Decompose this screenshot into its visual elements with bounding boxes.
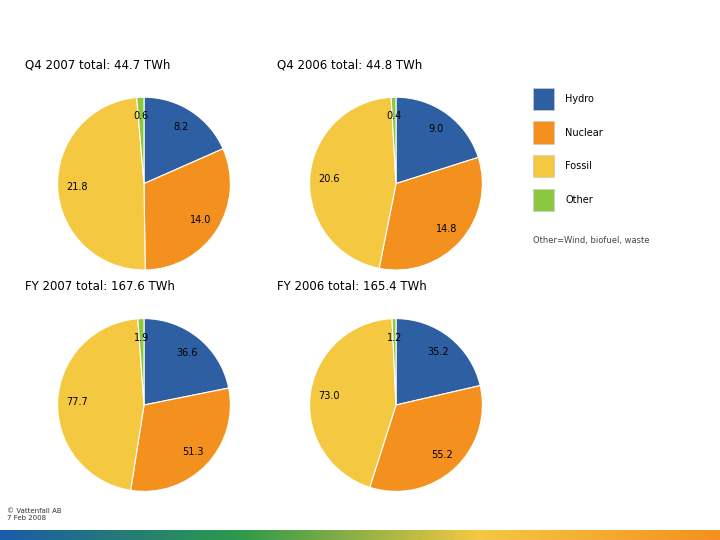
Wedge shape	[138, 319, 144, 405]
Text: 55.2: 55.2	[431, 450, 453, 460]
Text: Q4 2006 total: 44.8 TWh: Q4 2006 total: 44.8 TWh	[277, 59, 423, 72]
Text: Lower nuclear but higher fossil generation: Lower nuclear but higher fossil generati…	[18, 24, 521, 44]
Text: 8.2: 8.2	[173, 122, 189, 132]
Wedge shape	[379, 157, 482, 270]
Text: 9.0: 9.0	[428, 124, 444, 134]
Text: 0.6: 0.6	[133, 111, 149, 122]
Wedge shape	[58, 98, 145, 270]
Text: 20.6: 20.6	[318, 174, 340, 184]
Text: 1.2: 1.2	[387, 333, 402, 342]
Wedge shape	[144, 148, 230, 270]
Wedge shape	[369, 386, 482, 491]
Text: 1.9: 1.9	[134, 333, 149, 343]
Wedge shape	[392, 319, 396, 405]
Wedge shape	[396, 319, 480, 405]
Wedge shape	[137, 97, 144, 184]
Text: FY 2006 total: 165.4 TWh: FY 2006 total: 165.4 TWh	[277, 280, 427, 293]
Text: Other: Other	[565, 195, 593, 205]
Text: Fossil: Fossil	[565, 161, 592, 171]
Wedge shape	[144, 97, 223, 184]
Text: 73.0: 73.0	[318, 391, 340, 401]
Text: 35.2: 35.2	[427, 347, 449, 357]
Text: 14.8: 14.8	[436, 224, 457, 233]
Text: 51.3: 51.3	[182, 447, 203, 457]
Bar	[533, 87, 554, 110]
Text: 6: 6	[688, 24, 702, 44]
Text: © Vattenfall AB
7 Feb 2008: © Vattenfall AB 7 Feb 2008	[7, 508, 62, 521]
Wedge shape	[396, 97, 478, 184]
Wedge shape	[144, 319, 229, 405]
Wedge shape	[130, 388, 230, 491]
Text: 36.6: 36.6	[176, 348, 197, 358]
Text: Q4 2007 total: 44.7 TWh: Q4 2007 total: 44.7 TWh	[25, 59, 171, 72]
Text: Hydro: Hydro	[565, 94, 594, 104]
Text: 14.0: 14.0	[190, 215, 212, 225]
Bar	[533, 122, 554, 144]
Text: FY 2007 total: 167.6 TWh: FY 2007 total: 167.6 TWh	[25, 280, 175, 293]
Text: 77.7: 77.7	[66, 397, 88, 407]
Text: 0.4: 0.4	[387, 111, 402, 122]
Wedge shape	[310, 319, 396, 487]
Wedge shape	[310, 97, 396, 268]
Wedge shape	[391, 97, 396, 184]
Bar	[533, 155, 554, 178]
Text: Nuclear: Nuclear	[565, 127, 603, 138]
Wedge shape	[58, 319, 144, 490]
Bar	[533, 188, 554, 211]
Text: 21.8: 21.8	[66, 182, 87, 192]
Text: Other=Wind, biofuel, waste: Other=Wind, biofuel, waste	[533, 237, 649, 246]
